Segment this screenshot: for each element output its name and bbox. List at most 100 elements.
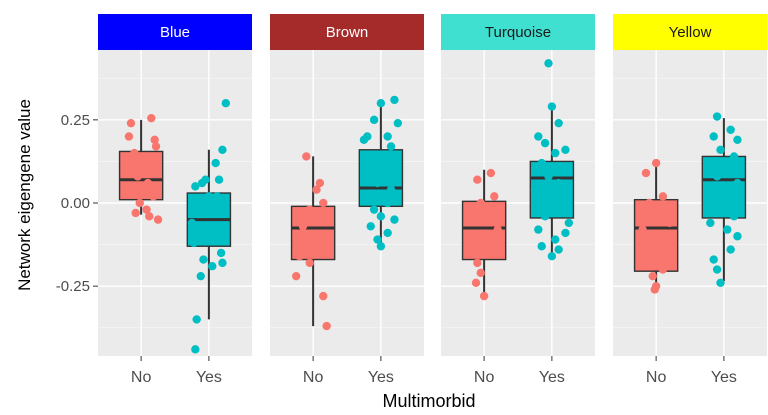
data-point bbox=[733, 178, 742, 188]
data-point bbox=[383, 198, 392, 208]
data-point bbox=[554, 118, 563, 128]
data-point bbox=[218, 258, 227, 268]
data-point bbox=[719, 185, 729, 194]
data-point bbox=[218, 145, 227, 154]
data-point bbox=[363, 192, 372, 201]
data-point bbox=[651, 235, 661, 244]
facet-strip-label: Turquoise bbox=[485, 24, 551, 41]
box-no bbox=[633, 158, 679, 294]
data-point bbox=[530, 185, 540, 194]
box-no bbox=[461, 168, 507, 301]
box-yes bbox=[529, 59, 575, 261]
data-point bbox=[128, 185, 138, 194]
data-point bbox=[380, 158, 389, 168]
data-point bbox=[547, 198, 557, 208]
data-point bbox=[376, 212, 386, 221]
data-point bbox=[706, 158, 715, 168]
data-point bbox=[486, 168, 496, 178]
data-point bbox=[147, 113, 156, 123]
data-point bbox=[219, 208, 228, 218]
data-point bbox=[473, 258, 482, 268]
facet-panel-turquoise: Turquoise No Yes bbox=[441, 14, 595, 386]
data-point bbox=[645, 198, 654, 208]
facet-panels: Blue No Yes Brown No Yes Turquoise No Yes Yellow N… bbox=[98, 14, 767, 386]
data-point bbox=[221, 99, 231, 108]
facet-panel-brown: Brown No Yes bbox=[270, 14, 424, 386]
x-tick-label: Yes bbox=[368, 369, 394, 386]
data-point bbox=[191, 182, 200, 191]
data-point bbox=[308, 232, 318, 241]
data-point bbox=[291, 271, 301, 281]
data-point bbox=[473, 175, 482, 184]
data-point bbox=[729, 152, 739, 161]
data-point bbox=[145, 212, 154, 221]
data-point bbox=[490, 192, 499, 201]
data-point bbox=[540, 138, 550, 148]
data-point bbox=[537, 242, 546, 251]
data-point bbox=[366, 222, 375, 231]
data-point bbox=[651, 158, 661, 168]
x-tick-label: Yes bbox=[711, 369, 737, 386]
data-point bbox=[534, 132, 543, 141]
data-point bbox=[479, 232, 489, 241]
data-point bbox=[712, 172, 722, 181]
data-point bbox=[366, 152, 375, 161]
data-point bbox=[716, 205, 725, 214]
data-point bbox=[142, 205, 151, 214]
data-point bbox=[547, 102, 557, 111]
data-point bbox=[135, 198, 144, 208]
data-point bbox=[322, 321, 331, 331]
data-point bbox=[561, 228, 570, 238]
data-point bbox=[150, 135, 159, 145]
data-point bbox=[187, 218, 197, 228]
data-point bbox=[298, 222, 308, 231]
data-point bbox=[386, 185, 396, 194]
data-point bbox=[486, 248, 496, 258]
data-point bbox=[537, 158, 546, 168]
facet-strip bbox=[613, 14, 767, 50]
data-point bbox=[189, 238, 199, 248]
facet-strip-label: Yellow bbox=[669, 24, 712, 41]
data-point bbox=[369, 115, 379, 125]
data-point bbox=[212, 192, 222, 201]
data-point bbox=[312, 185, 321, 194]
data-point bbox=[393, 118, 403, 128]
data-point bbox=[373, 235, 382, 244]
data-point bbox=[211, 158, 220, 168]
y-axis-title: Network eigengene value bbox=[15, 99, 34, 291]
data-point bbox=[658, 192, 668, 201]
data-point bbox=[723, 165, 732, 174]
data-point bbox=[551, 235, 560, 244]
data-point bbox=[733, 135, 742, 145]
facet-strip bbox=[441, 14, 595, 50]
data-point bbox=[194, 205, 203, 214]
data-point bbox=[712, 112, 722, 121]
box-yes bbox=[701, 112, 747, 288]
data-point bbox=[126, 118, 136, 128]
data-point bbox=[564, 218, 574, 228]
data-point bbox=[476, 198, 485, 208]
data-point bbox=[547, 252, 557, 261]
data-point bbox=[706, 218, 715, 228]
data-point bbox=[204, 192, 214, 201]
x-tick-label: No bbox=[474, 369, 495, 386]
data-point bbox=[534, 225, 543, 234]
x-tick-label: No bbox=[303, 369, 324, 386]
x-tick-label: No bbox=[646, 369, 667, 386]
data-point bbox=[645, 255, 654, 264]
data-point bbox=[383, 228, 392, 238]
data-point bbox=[369, 205, 379, 214]
box-no bbox=[118, 113, 164, 224]
data-point bbox=[373, 178, 382, 188]
data-point bbox=[124, 132, 134, 141]
data-point bbox=[143, 178, 153, 188]
data-point bbox=[709, 132, 718, 141]
data-point bbox=[544, 59, 553, 68]
data-point bbox=[305, 205, 314, 214]
data-point bbox=[295, 252, 304, 261]
data-point bbox=[386, 142, 396, 151]
data-point bbox=[476, 268, 485, 278]
data-point bbox=[319, 198, 328, 208]
data-point bbox=[199, 255, 208, 264]
